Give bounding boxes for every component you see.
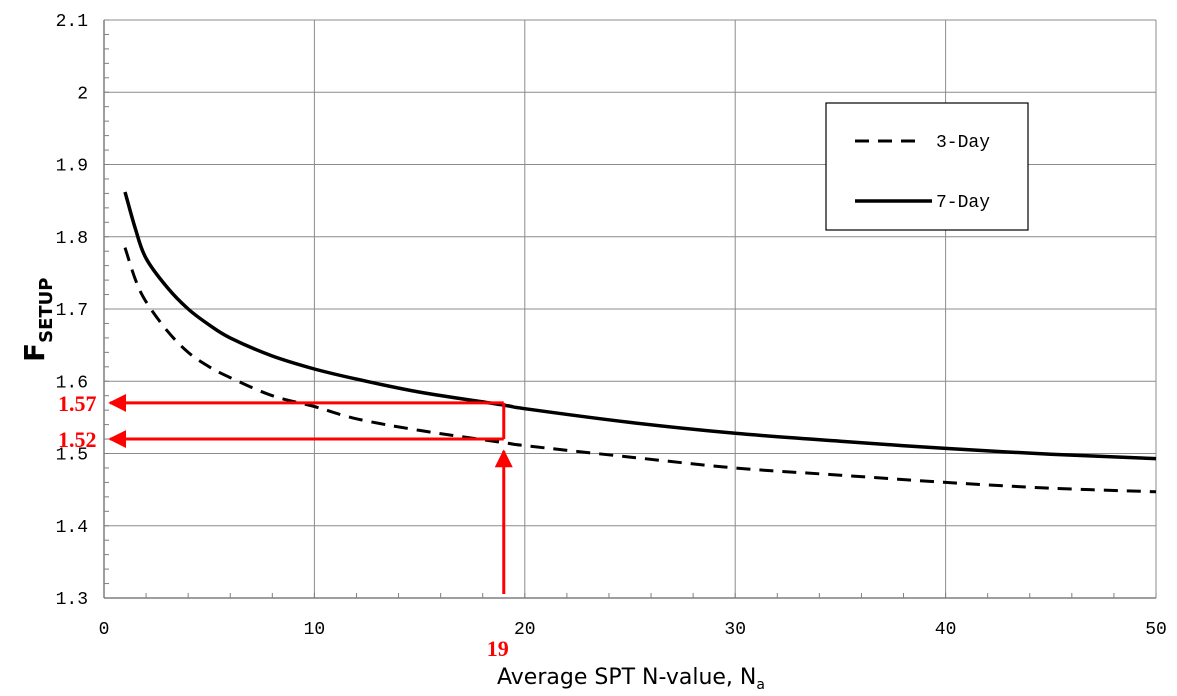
annotation-y-label: 1.52: [58, 427, 97, 452]
y-axis-title-main: F: [18, 343, 51, 362]
y-tick-label: 1.3: [56, 590, 88, 610]
y-tick-label: 2: [77, 84, 88, 104]
y-tick-label: 1.7: [56, 301, 88, 321]
legend: 3-Day 7-Day: [825, 102, 1029, 231]
tick-labels: 1.3 1.4 1.5 1.6 1.7 1.8 1.9 2 2.1 0 10 20 30 40 50: [56, 12, 1167, 640]
annotation-layer: 1.57 1.52 19: [58, 391, 513, 661]
legend-label-3day: 3-Day: [936, 133, 990, 153]
gridlines: [103, 19, 1157, 599]
x-axis-title: Average SPT N-value, Na: [497, 665, 765, 693]
annotation-x-label: 19: [487, 636, 509, 661]
y-axis-title: FSETUP: [18, 278, 57, 363]
legend-box: [825, 102, 1029, 231]
x-axis-title-sub: a: [756, 677, 765, 693]
y-tick-label: 1.5: [56, 446, 88, 466]
y-tick-label: 2.1: [56, 12, 88, 32]
y-tick-label: 1.8: [56, 229, 88, 249]
y-tick-label: 1.9: [56, 157, 88, 177]
x-tick-label: 20: [514, 620, 536, 640]
x-tick-label: 0: [99, 620, 110, 640]
annotation-y-label: 1.57: [58, 391, 97, 416]
y-tick-label: 1.4: [56, 518, 88, 538]
series-line-7day: [123, 191, 1157, 461]
x-tick-label: 30: [724, 620, 746, 640]
series-layer: [123, 191, 1157, 494]
legend-label-7day: 7-Day: [936, 193, 990, 213]
minor-ticks: [103, 19, 1157, 599]
x-tick-label: 40: [935, 620, 957, 640]
y-axis-title-sub: SETUP: [36, 278, 57, 343]
series-line-3day: [123, 247, 1157, 494]
x-axis-title-main: Average SPT N-value, N: [497, 665, 756, 690]
y-tick-label: 1.6: [56, 373, 88, 393]
x-tick-label: 50: [1145, 620, 1167, 640]
x-tick-label: 10: [304, 620, 326, 640]
